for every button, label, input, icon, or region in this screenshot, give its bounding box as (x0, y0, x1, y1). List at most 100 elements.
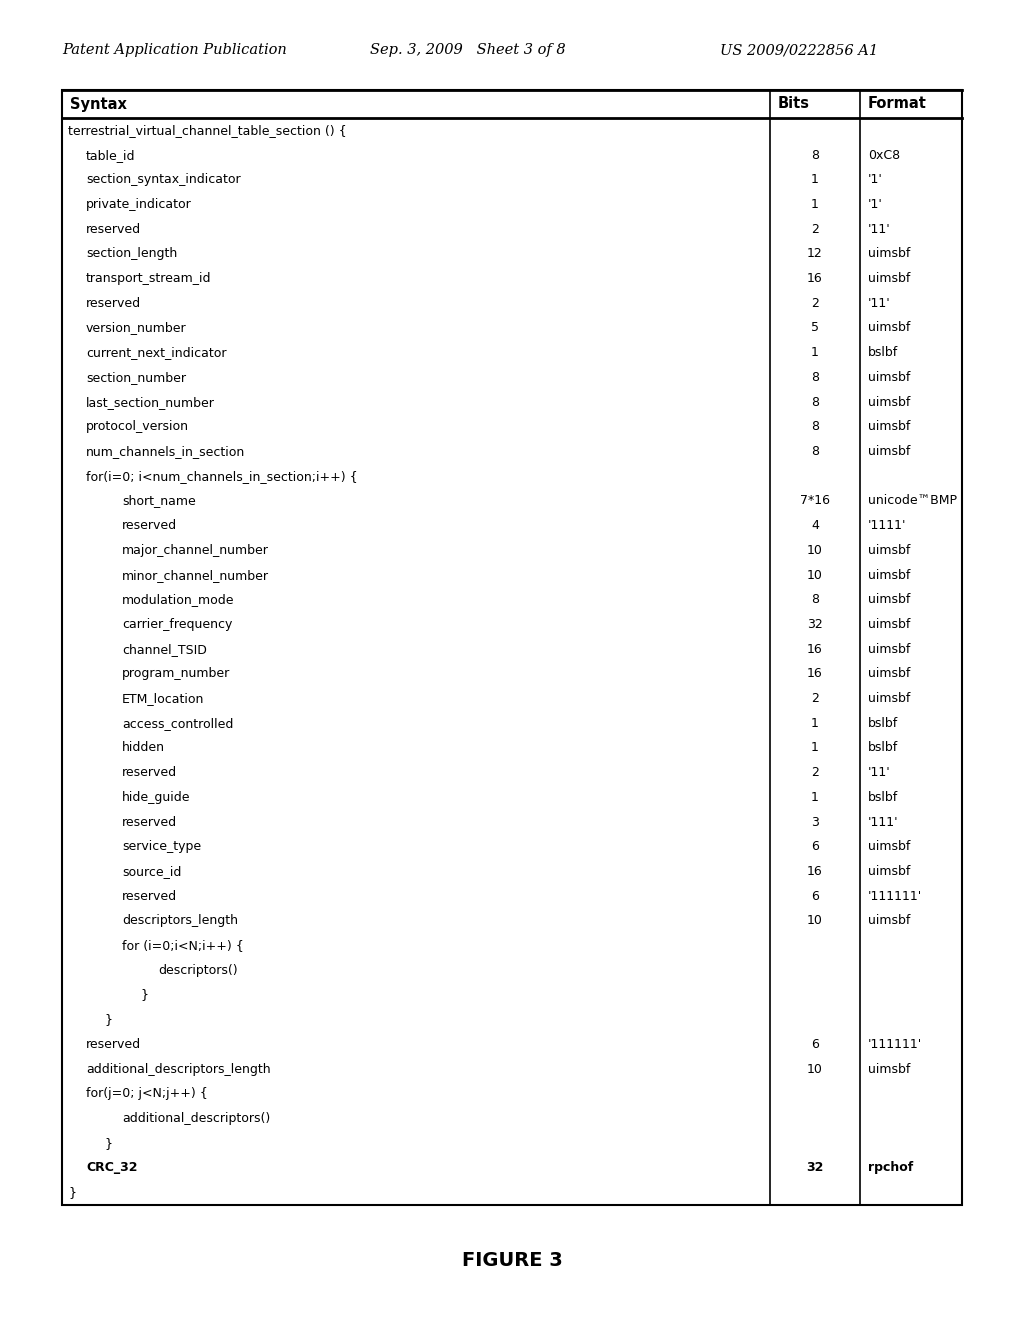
Text: unicode™BMP: unicode™BMP (868, 495, 957, 507)
Text: section_number: section_number (86, 371, 186, 384)
Text: program_number: program_number (122, 668, 230, 680)
Text: 2: 2 (811, 766, 819, 779)
Text: descriptors(): descriptors() (158, 964, 238, 977)
Text: 10: 10 (807, 915, 823, 928)
Text: for(j=0; j<N;j++) {: for(j=0; j<N;j++) { (86, 1088, 208, 1101)
Text: uimsbf: uimsbf (868, 272, 910, 285)
Text: 10: 10 (807, 1063, 823, 1076)
Text: additional_descriptors_length: additional_descriptors_length (86, 1063, 270, 1076)
Text: '11': '11' (868, 223, 891, 236)
Text: 2: 2 (811, 297, 819, 310)
Text: last_section_number: last_section_number (86, 396, 215, 409)
Text: reserved: reserved (122, 816, 177, 829)
Text: uimsbf: uimsbf (868, 618, 910, 631)
Text: modulation_mode: modulation_mode (122, 593, 234, 606)
Text: 8: 8 (811, 149, 819, 161)
Text: transport_stream_id: transport_stream_id (86, 272, 212, 285)
Text: rpchof: rpchof (868, 1162, 913, 1175)
Text: '1': '1' (868, 198, 883, 211)
Text: '111111': '111111' (868, 890, 923, 903)
Text: '1111': '1111' (868, 519, 906, 532)
Text: hide_guide: hide_guide (122, 791, 190, 804)
Text: Bits: Bits (778, 96, 810, 111)
Text: uimsbf: uimsbf (868, 322, 910, 334)
Text: section_length: section_length (86, 247, 177, 260)
Text: uimsbf: uimsbf (868, 1063, 910, 1076)
Text: uimsbf: uimsbf (868, 692, 910, 705)
Text: 8: 8 (811, 371, 819, 384)
Text: 8: 8 (811, 396, 819, 409)
Text: 1: 1 (811, 717, 819, 730)
Text: uimsbf: uimsbf (868, 865, 910, 878)
Text: 5: 5 (811, 322, 819, 334)
Text: Sep. 3, 2009   Sheet 3 of 8: Sep. 3, 2009 Sheet 3 of 8 (370, 44, 565, 57)
Text: reserved: reserved (122, 519, 177, 532)
Text: }: } (68, 1187, 76, 1199)
Text: 1: 1 (811, 791, 819, 804)
Bar (62, 90, 962, 1205)
Text: bslbf: bslbf (868, 742, 898, 755)
Text: reserved: reserved (86, 1038, 141, 1051)
Text: 2: 2 (811, 692, 819, 705)
Text: 1: 1 (811, 346, 819, 359)
Text: for(i=0; i<num_channels_in_section;i++) {: for(i=0; i<num_channels_in_section;i++) … (86, 470, 357, 483)
Text: 8: 8 (811, 420, 819, 433)
Text: bslbf: bslbf (868, 791, 898, 804)
Text: minor_channel_number: minor_channel_number (122, 569, 269, 582)
Text: 7*16: 7*16 (800, 495, 830, 507)
Text: uimsbf: uimsbf (868, 445, 910, 458)
Text: private_indicator: private_indicator (86, 198, 191, 211)
Text: channel_TSID: channel_TSID (122, 643, 207, 656)
Text: table_id: table_id (86, 149, 135, 161)
Text: current_next_indicator: current_next_indicator (86, 346, 226, 359)
Text: 32: 32 (806, 1162, 823, 1175)
Text: uimsbf: uimsbf (868, 371, 910, 384)
Text: 6: 6 (811, 890, 819, 903)
Text: FIGURE 3: FIGURE 3 (462, 1250, 562, 1270)
Text: CRC_32: CRC_32 (86, 1162, 137, 1175)
Text: reserved: reserved (122, 766, 177, 779)
Text: version_number: version_number (86, 322, 186, 334)
Text: uimsbf: uimsbf (868, 544, 910, 557)
Text: 2: 2 (811, 223, 819, 236)
Text: Patent Application Publication: Patent Application Publication (62, 44, 287, 57)
Text: 6: 6 (811, 1038, 819, 1051)
Text: uimsbf: uimsbf (868, 420, 910, 433)
Text: 8: 8 (811, 445, 819, 458)
Text: 12: 12 (807, 247, 823, 260)
Text: for (i=0;i<N;i++) {: for (i=0;i<N;i++) { (122, 939, 244, 952)
Text: '111111': '111111' (868, 1038, 923, 1051)
Text: reserved: reserved (86, 223, 141, 236)
Text: uimsbf: uimsbf (868, 396, 910, 409)
Text: }: } (104, 1014, 112, 1026)
Text: num_channels_in_section: num_channels_in_section (86, 445, 246, 458)
Text: source_id: source_id (122, 865, 181, 878)
Text: 1: 1 (811, 173, 819, 186)
Text: service_type: service_type (122, 841, 201, 853)
Text: 3: 3 (811, 816, 819, 829)
Text: uimsbf: uimsbf (868, 593, 910, 606)
Text: 16: 16 (807, 272, 823, 285)
Text: uimsbf: uimsbf (868, 668, 910, 680)
Text: reserved: reserved (122, 890, 177, 903)
Text: 16: 16 (807, 643, 823, 656)
Text: section_syntax_indicator: section_syntax_indicator (86, 173, 241, 186)
Text: '111': '111' (868, 816, 899, 829)
Text: '1': '1' (868, 173, 883, 186)
Text: carrier_frequency: carrier_frequency (122, 618, 232, 631)
Text: Format: Format (868, 96, 927, 111)
Text: access_controlled: access_controlled (122, 717, 233, 730)
Text: Syntax: Syntax (70, 96, 127, 111)
Text: bslbf: bslbf (868, 717, 898, 730)
Text: 4: 4 (811, 519, 819, 532)
Text: additional_descriptors(): additional_descriptors() (122, 1111, 270, 1125)
Text: '11': '11' (868, 297, 891, 310)
Text: 10: 10 (807, 544, 823, 557)
Text: 8: 8 (811, 593, 819, 606)
Text: major_channel_number: major_channel_number (122, 544, 269, 557)
Text: bslbf: bslbf (868, 346, 898, 359)
Text: US 2009/0222856 A1: US 2009/0222856 A1 (720, 44, 879, 57)
Text: 32: 32 (807, 618, 823, 631)
Text: uimsbf: uimsbf (868, 915, 910, 928)
Text: descriptors_length: descriptors_length (122, 915, 238, 928)
